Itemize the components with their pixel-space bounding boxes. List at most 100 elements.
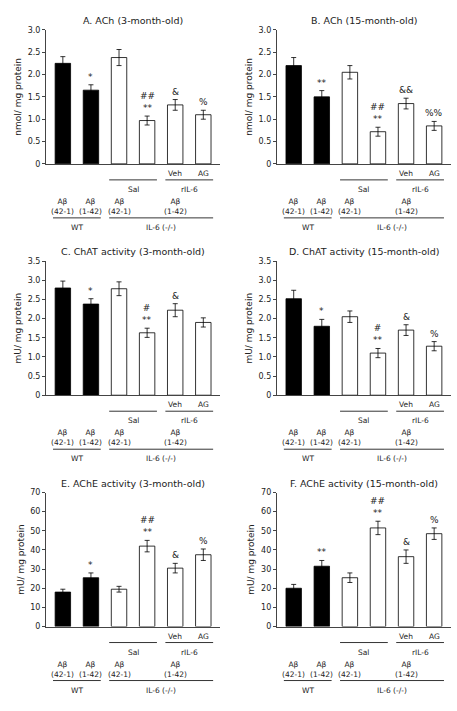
svg-text:20: 20 [30, 584, 40, 593]
svg-text:3.0: 3.0 [28, 26, 41, 35]
svg-text:##**: ##** [370, 496, 385, 518]
svg-text:Aβ(1-42): Aβ(1-42) [79, 428, 102, 447]
svg-text:IL-6 (-/-): IL-6 (-/-) [377, 686, 407, 695]
svg-text:Aβ(42-1): Aβ(42-1) [51, 197, 74, 216]
svg-text:2.5: 2.5 [28, 295, 41, 304]
svg-text:Aβ(42-1): Aβ(42-1) [108, 660, 131, 679]
svg-text:3.0: 3.0 [259, 276, 272, 285]
svg-text:%: % [199, 536, 208, 546]
svg-text:%: % [430, 515, 439, 525]
svg-text:WT: WT [302, 686, 314, 695]
svg-text:mU/ mg protein: mU/ mg protein [244, 293, 254, 364]
svg-text:0.5: 0.5 [259, 372, 272, 381]
svg-text:rIL-6: rIL-6 [412, 648, 429, 657]
svg-text:Aβ(42-1): Aβ(42-1) [282, 660, 305, 679]
svg-text:3.0: 3.0 [259, 26, 272, 35]
svg-text:Aβ(42-1): Aβ(42-1) [282, 197, 305, 216]
svg-text:rIL-6: rIL-6 [412, 416, 429, 425]
svg-text:#**: #** [142, 303, 152, 325]
svg-text:**: ** [317, 78, 327, 88]
svg-text:AG: AG [429, 632, 440, 641]
svg-text:*: * [88, 286, 93, 296]
svg-text:0: 0 [266, 160, 271, 169]
svg-text:Aβ(1-42): Aβ(1-42) [164, 428, 187, 447]
svg-text:AG: AG [198, 632, 209, 641]
svg-text:50: 50 [261, 527, 271, 536]
svg-text:Aβ(1-42): Aβ(1-42) [310, 197, 333, 216]
svg-text:WT: WT [71, 686, 83, 695]
svg-text:0: 0 [266, 622, 271, 631]
svg-text:&: & [403, 312, 410, 322]
svg-text:2.0: 2.0 [259, 314, 272, 323]
svg-text:%%: %% [425, 108, 443, 118]
svg-text:30: 30 [261, 565, 271, 574]
svg-text:0: 0 [35, 391, 40, 400]
svg-text:3.5: 3.5 [28, 257, 41, 266]
svg-text:50: 50 [30, 527, 40, 536]
svg-text:10: 10 [30, 603, 40, 612]
svg-text:Veh: Veh [168, 400, 182, 409]
svg-text:Aβ(1-42): Aβ(1-42) [395, 197, 418, 216]
svg-text:D. ChAT activity (15-month-old: D. ChAT activity (15-month-old) [289, 246, 439, 257]
svg-text:1.5: 1.5 [28, 93, 41, 102]
svg-text:2.0: 2.0 [28, 314, 41, 323]
svg-text:&: & [403, 537, 410, 547]
svg-text:Sal: Sal [358, 185, 369, 194]
svg-text:rIL-6: rIL-6 [181, 416, 198, 425]
svg-text:rIL-6: rIL-6 [181, 185, 198, 194]
svg-text:Aβ(1-42): Aβ(1-42) [79, 660, 102, 679]
svg-text:20: 20 [261, 584, 271, 593]
svg-text:Aβ(42-1): Aβ(42-1) [338, 428, 361, 447]
svg-text:Aβ(1-42): Aβ(1-42) [79, 197, 102, 216]
svg-text:Veh: Veh [399, 400, 413, 409]
svg-text:AG: AG [198, 400, 209, 409]
svg-text:*: * [88, 72, 93, 82]
svg-text:60: 60 [261, 507, 271, 516]
svg-text:IL-6 (-/-): IL-6 (-/-) [146, 454, 176, 463]
svg-text:Aβ(1-42): Aβ(1-42) [164, 660, 187, 679]
svg-text:0: 0 [266, 391, 271, 400]
svg-text:1.0: 1.0 [28, 115, 41, 124]
svg-text:Aβ(42-1): Aβ(42-1) [338, 660, 361, 679]
svg-text:WT: WT [302, 223, 314, 232]
svg-text:IL-6 (-/-): IL-6 (-/-) [377, 454, 407, 463]
svg-text:rIL-6: rIL-6 [412, 185, 429, 194]
svg-text:Sal: Sal [358, 648, 369, 657]
svg-text:2.5: 2.5 [259, 295, 272, 304]
svg-text:Veh: Veh [168, 632, 182, 641]
svg-text:1.0: 1.0 [28, 353, 41, 362]
svg-text:%: % [199, 97, 208, 107]
svg-text:0.5: 0.5 [259, 137, 272, 146]
svg-text:AG: AG [429, 169, 440, 178]
svg-text:Sal: Sal [128, 416, 139, 425]
svg-text:70: 70 [261, 488, 271, 497]
svg-text:**: ** [317, 547, 327, 557]
svg-text:Aβ(42-1): Aβ(42-1) [108, 428, 131, 447]
svg-text:F. AChE activity (15-month-old: F. AChE activity (15-month-old) [290, 478, 438, 489]
svg-text:2.0: 2.0 [259, 70, 272, 79]
svg-text:1.5: 1.5 [28, 334, 41, 343]
svg-text:30: 30 [30, 565, 40, 574]
svg-text:##**: ##** [140, 91, 155, 113]
svg-text:Aβ(42-1): Aβ(42-1) [51, 660, 74, 679]
svg-text:Sal: Sal [358, 416, 369, 425]
svg-text:##**: ##** [140, 515, 155, 537]
svg-text:Aβ(1-42): Aβ(1-42) [310, 428, 333, 447]
svg-text:3.0: 3.0 [28, 276, 41, 285]
svg-text:Aβ(42-1): Aβ(42-1) [51, 428, 74, 447]
svg-text:WT: WT [71, 454, 83, 463]
svg-text:40: 40 [30, 546, 40, 555]
svg-text:Aβ(1-42): Aβ(1-42) [164, 197, 187, 216]
svg-text:Aβ(42-1): Aβ(42-1) [108, 197, 131, 216]
svg-text:Aβ(1-42): Aβ(1-42) [395, 660, 418, 679]
svg-text:Veh: Veh [168, 169, 182, 178]
svg-text:C. ChAT activity (3-month-old): C. ChAT activity (3-month-old) [61, 246, 205, 257]
svg-text:0.5: 0.5 [28, 137, 41, 146]
svg-text:Sal: Sal [128, 185, 139, 194]
svg-text:mU/ mg protein: mU/ mg protein [246, 524, 256, 595]
svg-text:60: 60 [30, 507, 40, 516]
svg-text:E. AChE activity (3-month-old): E. AChE activity (3-month-old) [61, 478, 205, 489]
svg-text:*: * [88, 560, 93, 570]
svg-text:2.5: 2.5 [259, 48, 272, 57]
svg-text:Sal: Sal [128, 648, 139, 657]
